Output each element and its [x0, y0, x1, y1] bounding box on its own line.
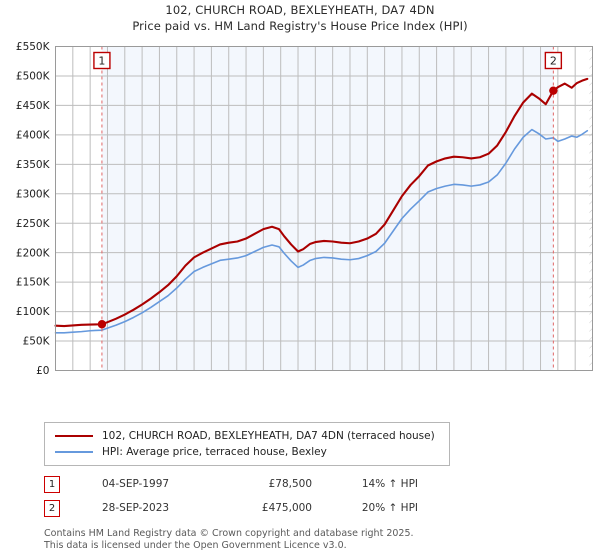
legend-item-price-paid: 102, CHURCH ROAD, BEXLEYHEATH, DA7 4DN (…: [51, 428, 443, 444]
svg-text:2006: 2006: [241, 377, 253, 378]
svg-text:2026: 2026: [588, 377, 600, 378]
transaction-index-badge: 2: [44, 499, 60, 517]
x-axis-labels: 1995 1996 1997 1998 1999 2000 2001 2002 2003 2004…: [51, 377, 600, 378]
svg-text:2009: 2009: [293, 378, 305, 379]
transaction-date: 28-SEP-2023: [102, 502, 170, 514]
legend-item-hpi: HPI: Average price, terraced house, Bexl…: [51, 444, 443, 460]
legend-swatch-price-paid: [55, 435, 93, 437]
svg-text:1998: 1998: [102, 378, 114, 379]
svg-text:2023: 2023: [536, 378, 548, 379]
table-row[interactable]: 1 04-SEP-1997 £78,500 14% ↑ HPI: [44, 472, 464, 496]
svg-text:1995: 1995: [51, 378, 63, 379]
svg-text:£150K: £150K: [16, 277, 51, 289]
legend-label-hpi: HPI: Average price, terraced house, Bexl…: [102, 446, 327, 458]
svg-text:2004: 2004: [206, 377, 218, 378]
svg-text:2016: 2016: [414, 377, 426, 378]
svg-text:£450K: £450K: [16, 100, 51, 112]
footer-line-licence: This data is licensed under the Open Gov…: [44, 539, 347, 551]
svg-text:2015: 2015: [397, 378, 409, 379]
transactions-table: 1 04-SEP-1997 £78,500 14% ↑ HPI 2 28-SEP…: [44, 472, 464, 520]
svg-text:2001: 2001: [154, 378, 166, 379]
plot-background: [55, 46, 593, 371]
svg-text:2021: 2021: [501, 378, 513, 379]
svg-text:2018: 2018: [449, 378, 461, 379]
svg-text:2008: 2008: [276, 378, 288, 379]
svg-text:£400K: £400K: [16, 129, 51, 141]
legend-swatch-hpi: [55, 451, 93, 453]
footer-line-copyright: Contains HM Land Registry data © Crown c…: [44, 528, 414, 539]
transaction-date: 04-SEP-1997: [102, 478, 170, 490]
chart-legend: 102, CHURCH ROAD, BEXLEYHEATH, DA7 4DN (…: [44, 422, 450, 466]
svg-text:2: 2: [550, 55, 557, 68]
table-row[interactable]: 2 28-SEP-2023 £475,000 20% ↑ HPI: [44, 496, 464, 520]
svg-text:2010: 2010: [310, 378, 322, 379]
svg-text:2014: 2014: [380, 377, 392, 378]
y-axis-labels: £0 £50K £100K £150K £200K £250K £300K £350K £400…: [16, 41, 51, 377]
svg-text:£100K: £100K: [16, 306, 51, 318]
transaction-price: £78,500: [268, 478, 312, 490]
svg-text:2007: 2007: [258, 378, 270, 379]
svg-text:£50K: £50K: [23, 336, 51, 348]
svg-text:2025: 2025: [570, 378, 582, 379]
plot-frame: [55, 46, 593, 371]
svg-text:2003: 2003: [189, 378, 201, 379]
svg-text:1999: 1999: [120, 378, 132, 379]
svg-text:2005: 2005: [224, 378, 236, 379]
svg-text:2017: 2017: [432, 378, 444, 379]
price-history-chart: £0 £50K £100K £150K £200K £250K £300K £350K £400…: [0, 38, 600, 378]
legend-label-price-paid: 102, CHURCH ROAD, BEXLEYHEATH, DA7 4DN (…: [102, 430, 435, 442]
svg-text:2019: 2019: [466, 378, 478, 379]
svg-text:2022: 2022: [518, 378, 530, 379]
transaction-price: £475,000: [261, 502, 312, 514]
page-title: 102, CHURCH ROAD, BEXLEYHEATH, DA7 4DN P…: [0, 2, 600, 34]
svg-text:£250K: £250K: [16, 218, 51, 230]
data-series: [54, 77, 589, 334]
svg-text:2011: 2011: [328, 378, 340, 379]
transaction-index-badge: 1: [44, 475, 60, 493]
svg-text:2024: 2024: [553, 377, 565, 378]
transaction-hpi-delta: 20% ↑ HPI: [361, 502, 418, 514]
footer-attribution: Contains HM Land Registry data © Crown c…: [44, 528, 584, 551]
svg-text:2020: 2020: [484, 378, 496, 379]
svg-text:2013: 2013: [362, 378, 374, 379]
svg-text:£300K: £300K: [16, 188, 51, 200]
svg-text:£550K: £550K: [16, 41, 51, 53]
title-line-primary: 102, CHURCH ROAD, BEXLEYHEATH, DA7 4DN: [165, 3, 435, 17]
svg-text:£0: £0: [36, 365, 49, 377]
svg-text:£500K: £500K: [16, 71, 51, 83]
svg-text:1997: 1997: [85, 378, 97, 379]
svg-text:1: 1: [98, 55, 105, 68]
svg-text:2002: 2002: [172, 378, 184, 379]
svg-text:£200K: £200K: [16, 247, 51, 259]
transaction-hpi-delta: 14% ↑ HPI: [361, 478, 418, 490]
svg-text:£350K: £350K: [16, 159, 51, 171]
chart-canvas: £0 £50K £100K £150K £200K £250K £300K £350K £400…: [16, 41, 600, 378]
svg-text:2012: 2012: [345, 378, 357, 379]
svg-text:2000: 2000: [137, 378, 149, 379]
title-line-secondary: Price paid vs. HM Land Registry's House …: [132, 19, 468, 33]
svg-text:1996: 1996: [68, 377, 80, 378]
